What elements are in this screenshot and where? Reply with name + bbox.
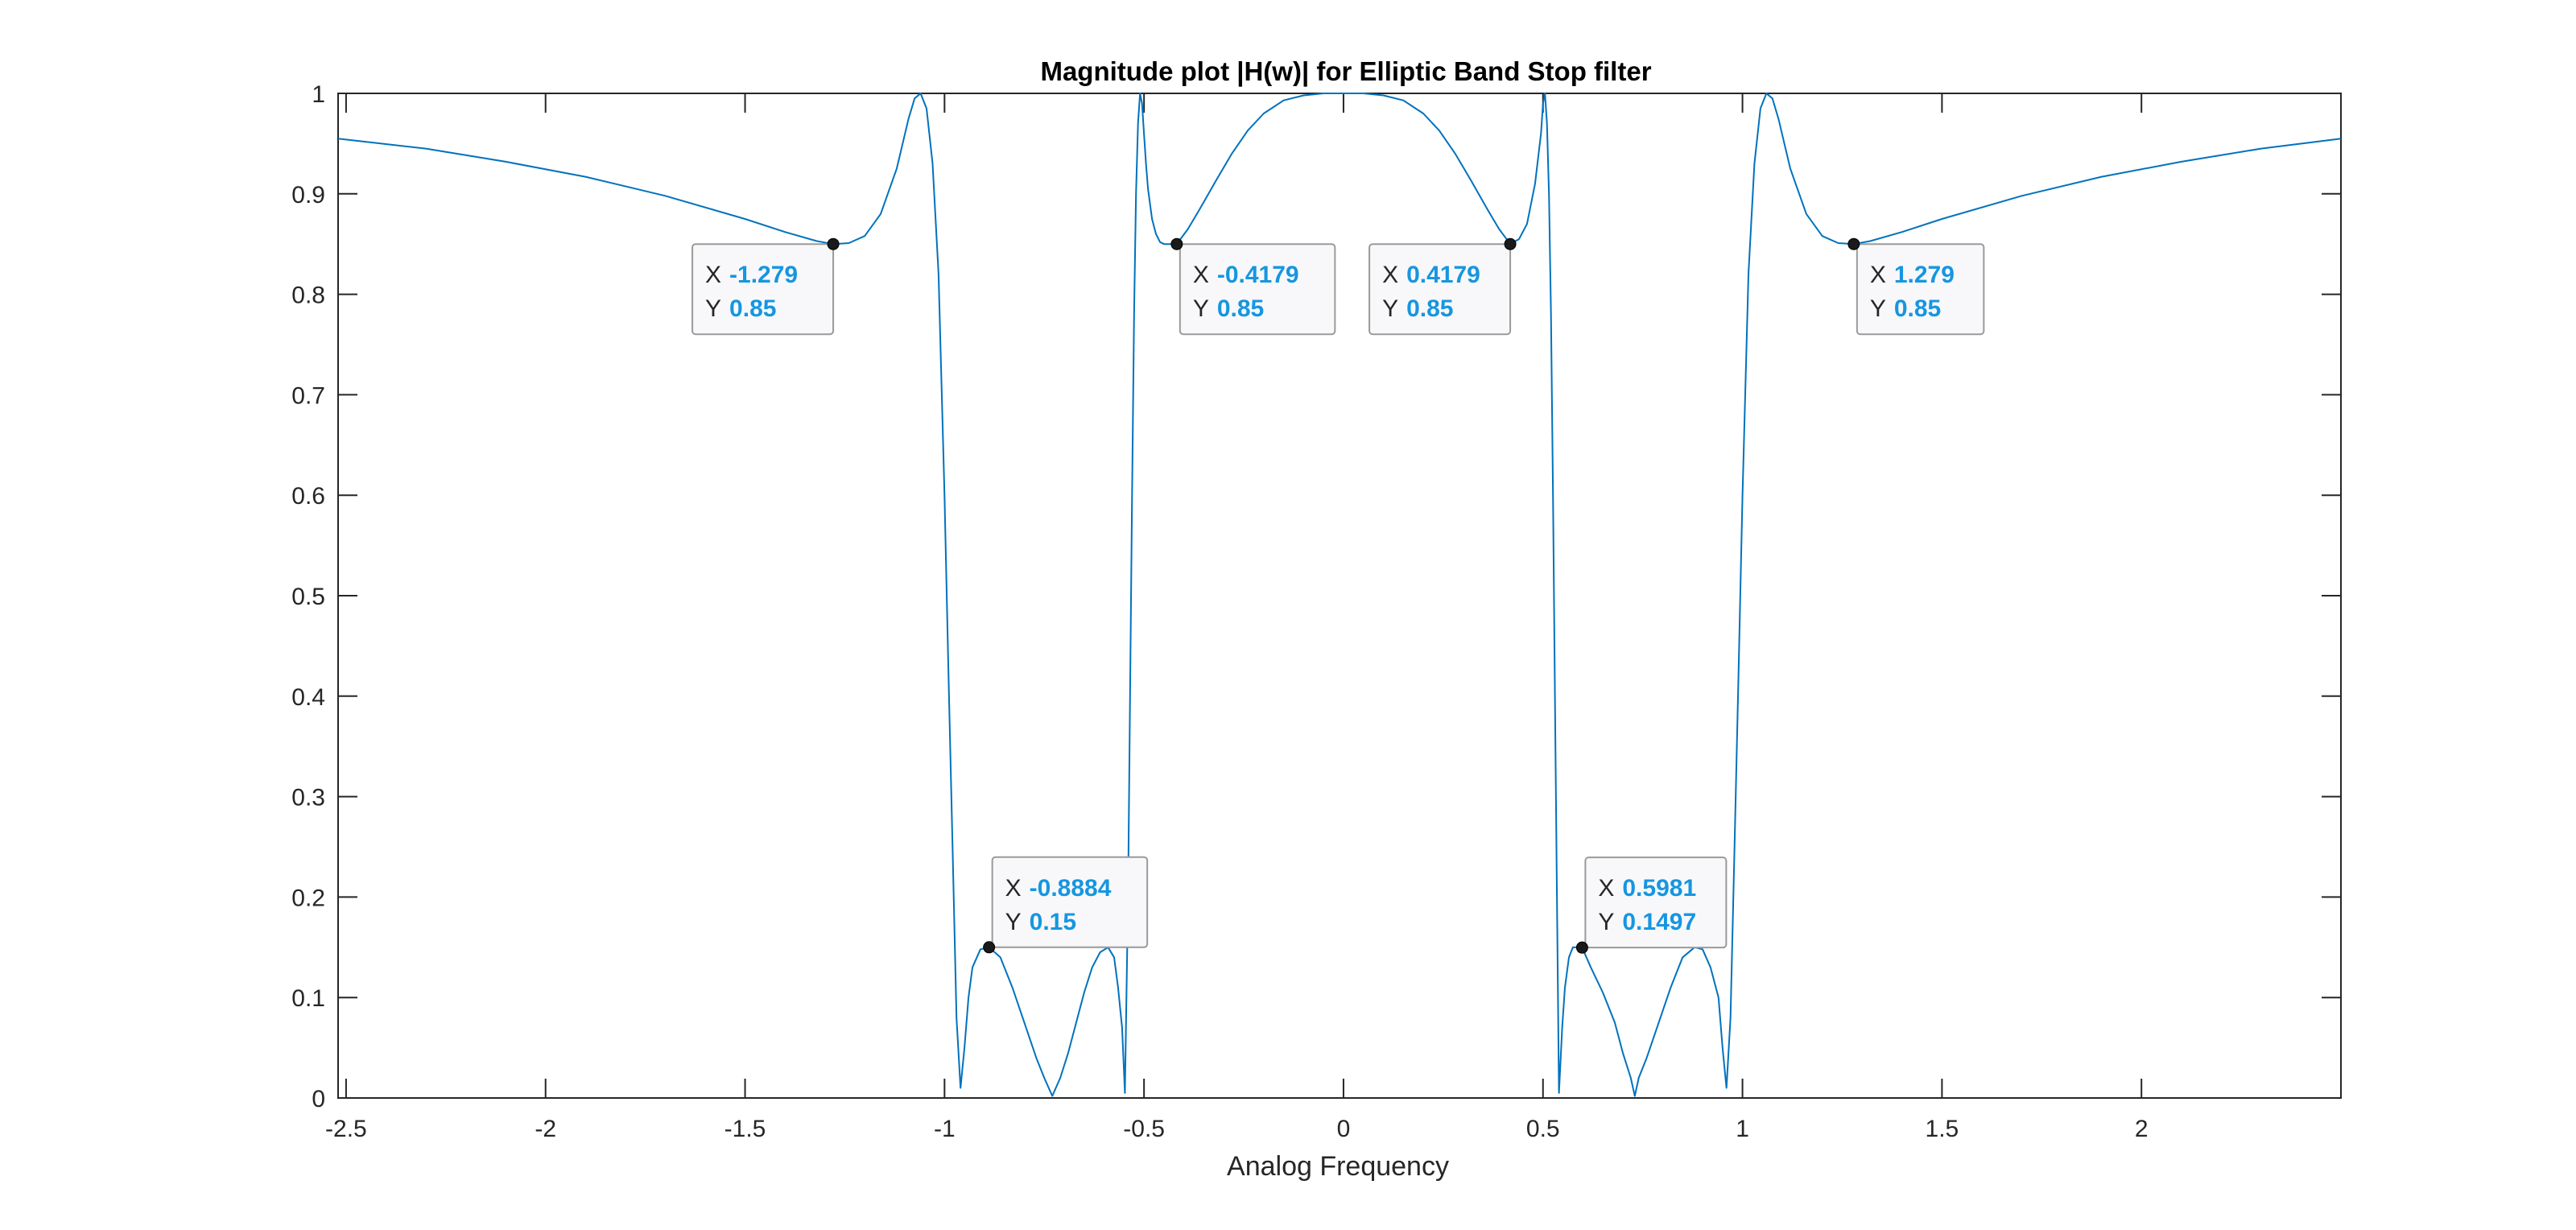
datatip-marker[interactable] [827, 237, 840, 250]
y-tick-label: 0.7 [291, 382, 325, 409]
datatip-x-label: X [1598, 875, 1614, 902]
x-tick-label: -2.5 [325, 1116, 367, 1142]
datatip-x-value: 0.4179 [1406, 262, 1480, 288]
x-tick-label: 0 [1337, 1116, 1351, 1142]
datatip-box[interactable] [1368, 243, 1512, 336]
datatip-y-value: 0.85 [1217, 295, 1264, 322]
y-tick-label: 0 [312, 1086, 325, 1112]
datatip-y-label: Y [1193, 295, 1209, 322]
datatip-x-value: 0.5981 [1622, 875, 1696, 902]
datatip-box[interactable] [1179, 243, 1336, 336]
x-tick-label: -1 [934, 1116, 956, 1142]
datatip-x-label: X [1005, 875, 1022, 902]
datatip-y-value: 0.85 [729, 295, 776, 322]
datatip-x-label: X [1870, 262, 1886, 288]
datatip-x-value: 1.279 [1894, 262, 1955, 288]
x-tick-label: 1 [1736, 1116, 1749, 1142]
y-tick-label: 0.9 [291, 182, 325, 208]
x-tick-label: 1.5 [1926, 1116, 1959, 1142]
y-tick-label: 0.5 [291, 584, 325, 610]
datatip-y-label: Y [1598, 909, 1614, 935]
datatip-y-label: Y [1005, 909, 1022, 935]
y-tick-label: 0.4 [291, 684, 325, 711]
chart-title: Magnitude plot |H(w)| for Elliptic Band … [1040, 56, 1651, 86]
x-tick-label: -0.5 [1123, 1116, 1165, 1142]
datatip-x-label: X [1193, 262, 1209, 288]
datatip-x-value: -1.279 [729, 262, 798, 288]
datatip-box[interactable] [691, 243, 835, 336]
y-tick-label: 0.6 [291, 483, 325, 510]
y-tick-label: 0.2 [291, 885, 325, 911]
datatip-box[interactable] [1584, 856, 1728, 949]
x-tick-label: -2 [535, 1116, 556, 1142]
datatip-box[interactable] [991, 856, 1149, 948]
datatip-y-label: Y [1382, 295, 1398, 322]
x-tick-label: 2 [2135, 1116, 2149, 1142]
datatip-y-value: 0.15 [1030, 909, 1076, 935]
x-tick-label: 0.5 [1526, 1116, 1560, 1142]
y-tick-label: 0.8 [291, 283, 325, 309]
magnitude-series-line [337, 93, 2342, 1097]
datatip-marker[interactable] [983, 941, 996, 954]
datatip-y-value: 0.85 [1894, 295, 1941, 322]
datatip-y-value: 0.85 [1406, 295, 1453, 322]
datatip-marker[interactable] [1575, 941, 1588, 954]
datatip-marker[interactable] [1847, 237, 1860, 250]
datatip-y-value: 0.1497 [1622, 909, 1696, 935]
datatip-marker[interactable] [1504, 237, 1517, 250]
datatip-box[interactable] [1856, 243, 1985, 336]
y-tick-label: 0.3 [291, 785, 325, 811]
datatip-marker[interactable] [1170, 237, 1183, 250]
datatip-y-label: Y [1870, 295, 1886, 322]
datatip-x-value: -0.4179 [1217, 262, 1299, 288]
y-tick-label: 0.1 [291, 985, 325, 1012]
plot-area: -2.5 -2 -1.5 -1 -0.5 0 0.5 1 1.5 2 0 0.1 0.2 0.3 0.4 0.… [291, 81, 2342, 1142]
datatip-x-label: X [1382, 262, 1398, 288]
x-axis-label: Analog Frequency [1227, 1151, 1449, 1182]
datatip-y-label: Y [705, 295, 721, 322]
x-tick-label: -1.5 [724, 1116, 766, 1142]
datatip-x-value: -0.8884 [1030, 875, 1112, 902]
datatip-x-label: X [705, 262, 721, 288]
y-tick-label: 1 [312, 81, 325, 108]
